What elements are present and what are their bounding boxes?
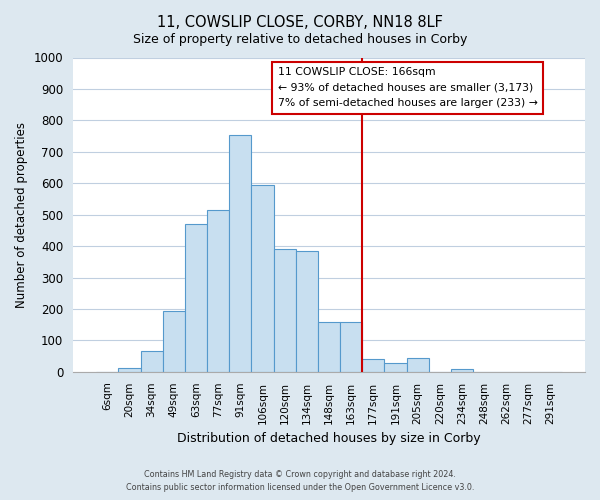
Bar bbox=[407, 358, 429, 372]
Bar bbox=[207, 210, 229, 372]
X-axis label: Distribution of detached houses by size in Corby: Distribution of detached houses by size … bbox=[177, 432, 481, 445]
Bar bbox=[140, 352, 163, 372]
Y-axis label: Number of detached properties: Number of detached properties bbox=[15, 122, 28, 308]
Bar bbox=[251, 185, 274, 372]
Text: Contains HM Land Registry data © Crown copyright and database right 2024.
Contai: Contains HM Land Registry data © Crown c… bbox=[126, 470, 474, 492]
Bar bbox=[385, 363, 407, 372]
Bar bbox=[229, 134, 251, 372]
Bar bbox=[185, 224, 207, 372]
Bar bbox=[163, 310, 185, 372]
Text: 11, COWSLIP CLOSE, CORBY, NN18 8LF: 11, COWSLIP CLOSE, CORBY, NN18 8LF bbox=[157, 15, 443, 30]
Bar bbox=[318, 322, 340, 372]
Bar bbox=[362, 358, 385, 372]
Bar bbox=[118, 368, 140, 372]
Text: Size of property relative to detached houses in Corby: Size of property relative to detached ho… bbox=[133, 32, 467, 46]
Bar bbox=[296, 251, 318, 372]
Bar bbox=[340, 322, 362, 372]
Text: 11 COWSLIP CLOSE: 166sqm
← 93% of detached houses are smaller (3,173)
7% of semi: 11 COWSLIP CLOSE: 166sqm ← 93% of detach… bbox=[278, 67, 538, 108]
Bar bbox=[451, 368, 473, 372]
Bar bbox=[274, 249, 296, 372]
